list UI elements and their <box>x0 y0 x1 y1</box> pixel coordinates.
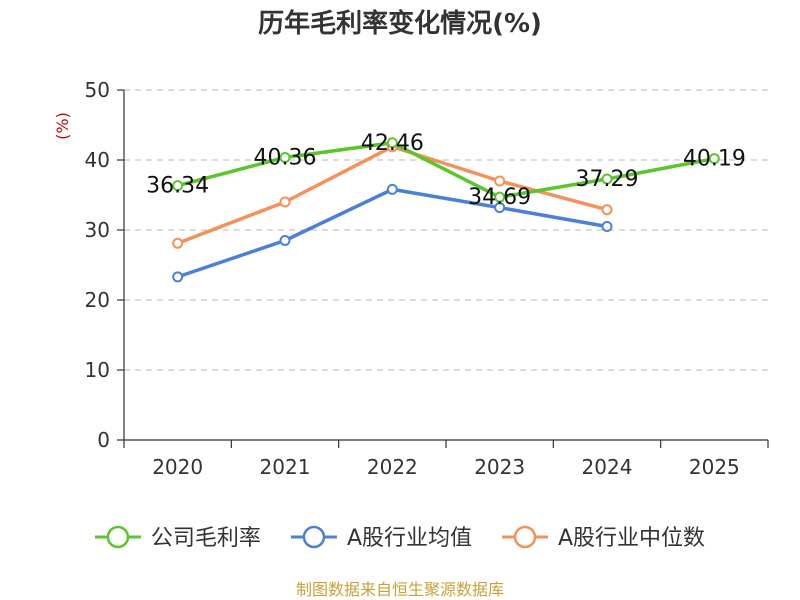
data-point[interactable] <box>601 204 613 216</box>
data-point[interactable] <box>601 173 613 185</box>
data-point[interactable] <box>494 175 506 187</box>
legend-label: 公司毛利率 <box>151 526 261 551</box>
y-tick-label: 20 <box>85 288 110 312</box>
y-tick-label: 0 <box>97 428 110 452</box>
legend-item-1[interactable]: A股行业均值 <box>290 525 472 551</box>
data-point[interactable] <box>386 183 398 195</box>
series-0 <box>172 137 720 203</box>
series-line <box>177 144 608 245</box>
series-1 <box>172 183 613 283</box>
series-line <box>177 187 608 279</box>
legend-swatch-marker <box>302 525 326 549</box>
legend-item-2[interactable]: A股行业中位数 <box>502 525 705 551</box>
legend-swatch-marker <box>106 525 130 549</box>
legend-label: A股行业中位数 <box>558 526 705 551</box>
legend-item-0[interactable]: 公司毛利率 <box>94 525 261 551</box>
data-point[interactable] <box>386 137 398 149</box>
data-point[interactable] <box>172 237 184 249</box>
series-2 <box>172 141 613 249</box>
data-point[interactable] <box>279 235 291 246</box>
data-point[interactable] <box>494 202 506 214</box>
data-labels: 36.34 40.36 42.46 34.69 37.29 40.19 <box>146 131 746 210</box>
y-tick-label: 40 <box>85 148 110 172</box>
series-line <box>177 141 715 199</box>
data-point[interactable] <box>172 180 184 192</box>
data-label: 40.19 <box>683 147 746 172</box>
source-note: 制图数据来自恒生聚源数据库 <box>296 580 504 599</box>
y-axis-label: (%) <box>53 112 72 140</box>
axes: 0 10 20 30 40 50 2020 2021 2022 2023 2024 2025 <box>85 78 769 479</box>
data-label: 37.29 <box>576 167 639 192</box>
y-tick-label: 50 <box>85 78 110 102</box>
y-tick-label: 30 <box>85 218 110 242</box>
chart-title: 历年毛利率变化情况(%) <box>258 8 542 39</box>
data-point[interactable] <box>708 153 720 165</box>
x-tick-label: 2021 <box>260 455 311 479</box>
legend-swatch-marker <box>513 525 537 549</box>
legend: 公司毛利率 A股行业均值 A股行业中位数 <box>94 525 705 551</box>
data-point[interactable] <box>279 196 291 208</box>
data-point[interactable] <box>279 151 291 163</box>
data-label: 42.46 <box>361 131 424 156</box>
x-tick-label: 2023 <box>474 455 525 479</box>
x-tick-label: 2025 <box>689 455 740 479</box>
data-label: 40.36 <box>254 145 317 170</box>
grid-lines <box>124 89 768 371</box>
legend-label: A股行业均值 <box>347 526 472 551</box>
data-point[interactable] <box>494 191 506 203</box>
data-point[interactable] <box>601 221 613 232</box>
x-tick-label: 2020 <box>152 455 203 479</box>
data-label: 36.34 <box>146 174 209 199</box>
data-label: 34.69 <box>468 185 531 210</box>
data-point[interactable] <box>172 271 184 283</box>
series-lines <box>172 137 720 283</box>
x-tick-label: 2022 <box>367 455 418 479</box>
y-tick-label: 10 <box>85 358 110 382</box>
x-tick-label: 2024 <box>582 455 633 479</box>
